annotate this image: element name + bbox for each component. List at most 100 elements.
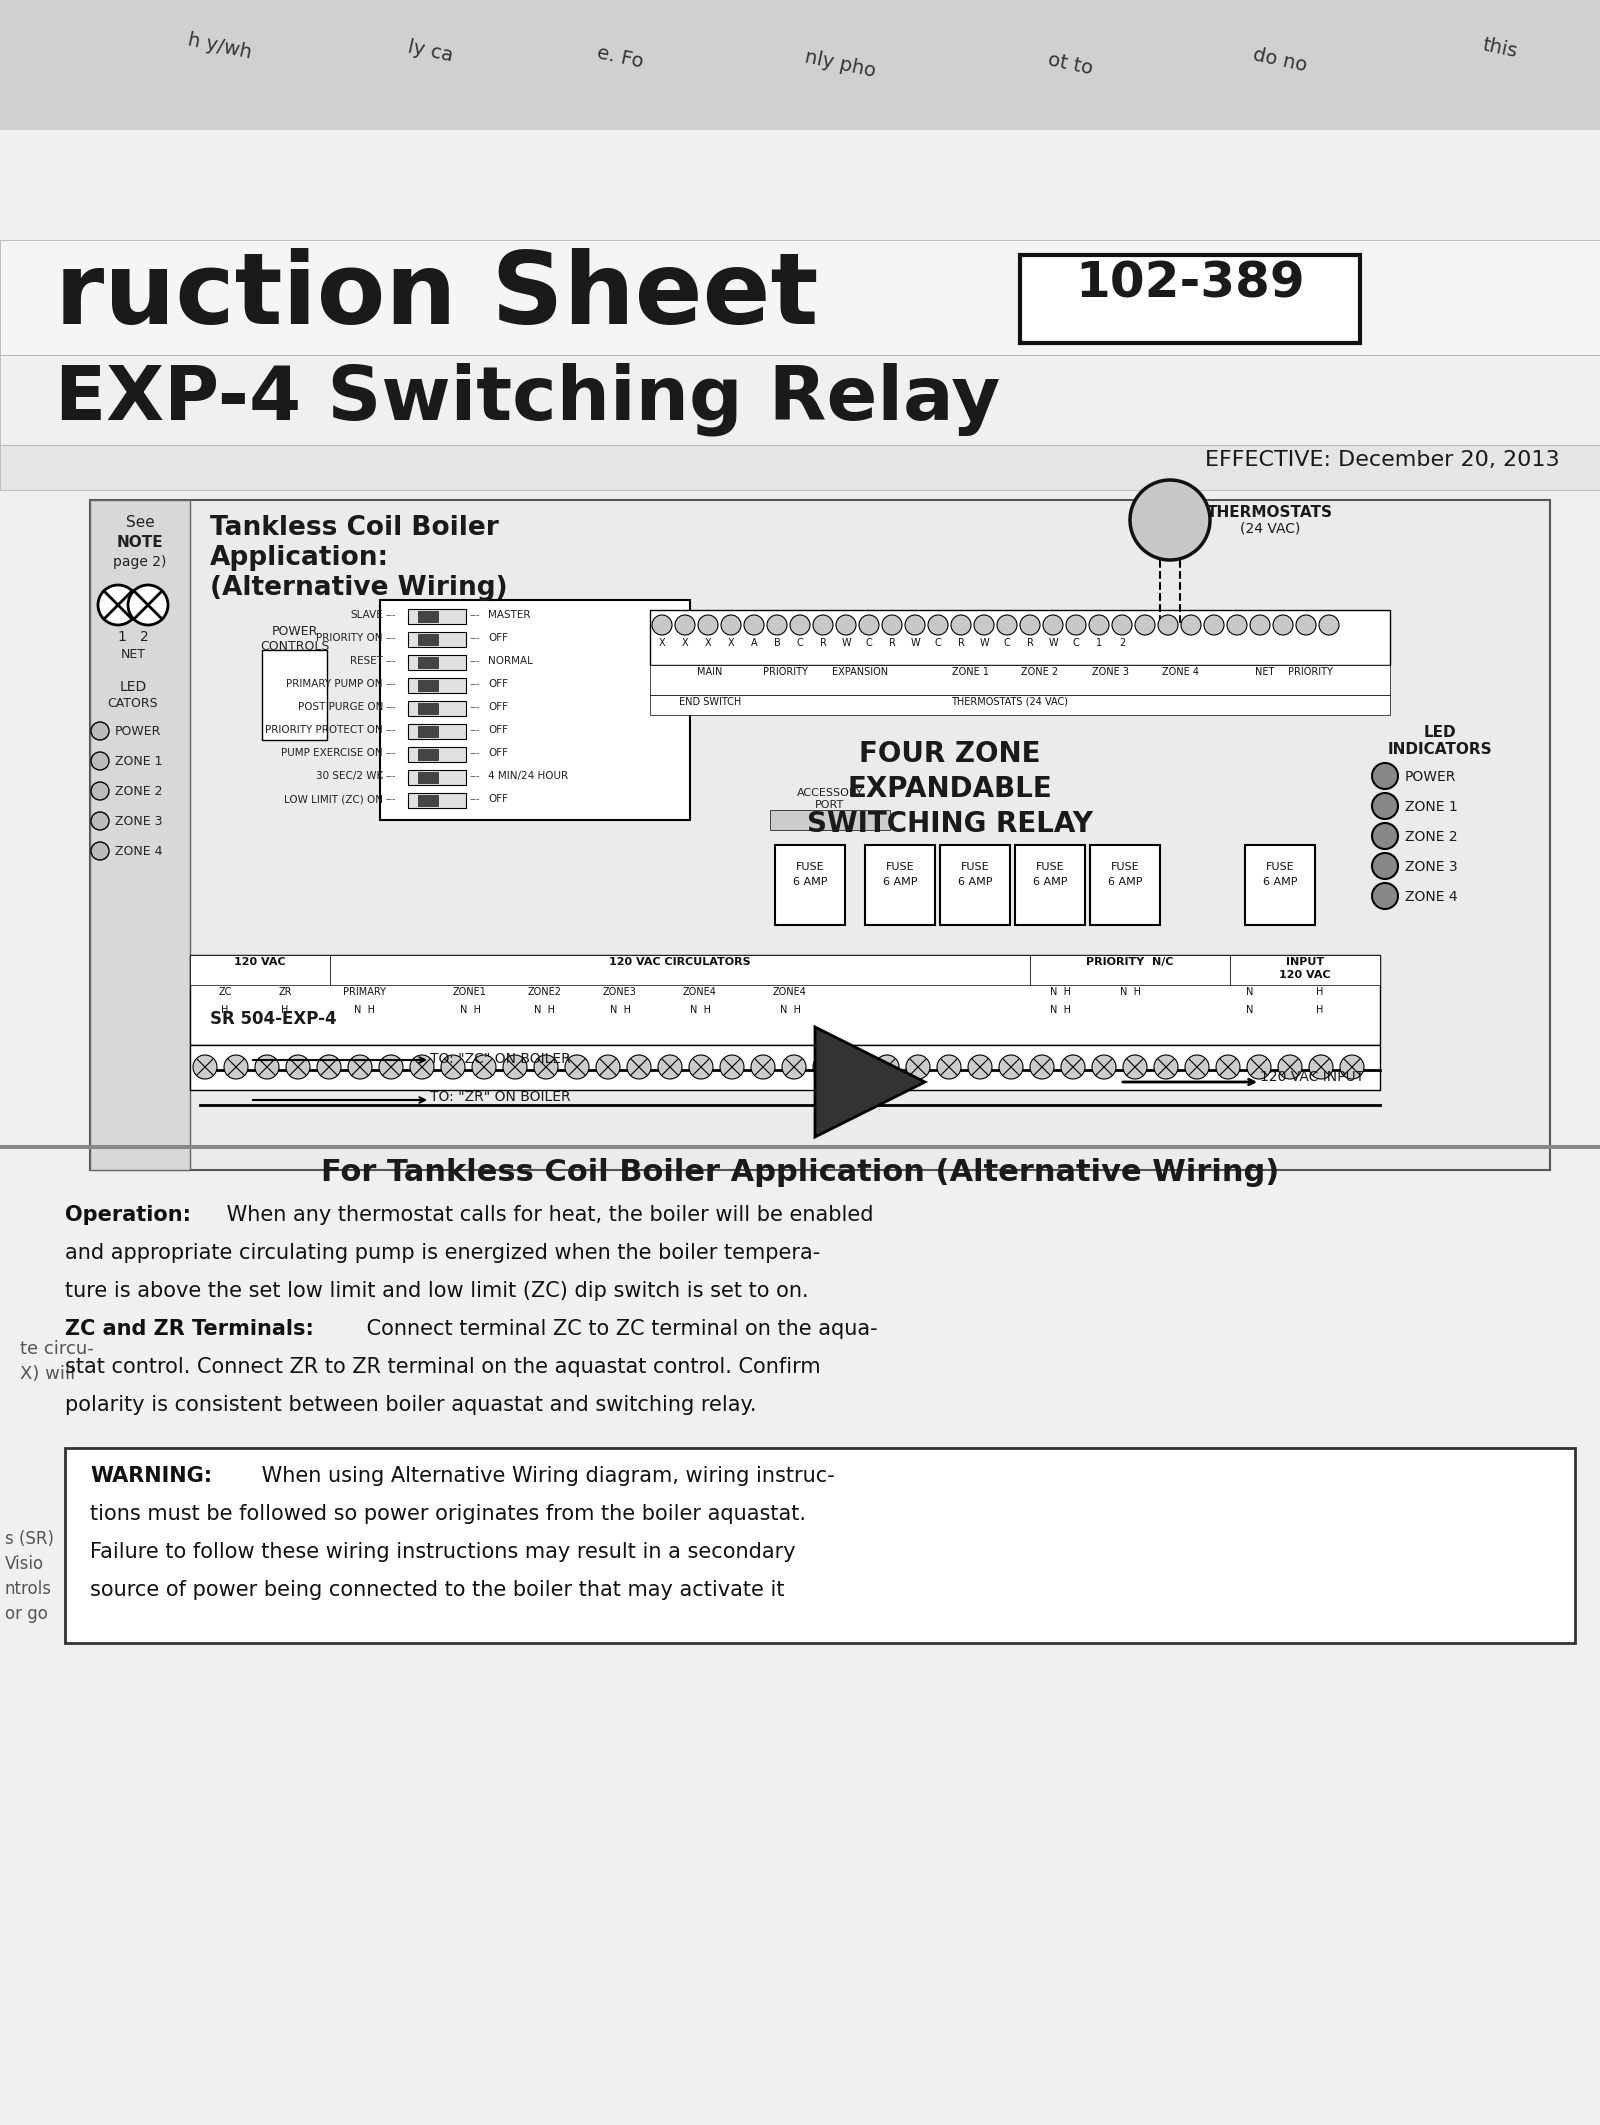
Circle shape bbox=[997, 614, 1018, 635]
Text: ntrols: ntrols bbox=[5, 1581, 51, 1598]
Text: N  H: N H bbox=[1050, 1005, 1070, 1016]
Circle shape bbox=[91, 812, 109, 831]
Text: N  H: N H bbox=[779, 1005, 800, 1016]
Circle shape bbox=[813, 614, 834, 635]
Bar bbox=[190, 954, 1379, 1046]
Text: H: H bbox=[1317, 986, 1323, 997]
Text: ZONE 3: ZONE 3 bbox=[115, 816, 163, 829]
Bar bbox=[1014, 846, 1085, 924]
Circle shape bbox=[744, 614, 765, 635]
Text: EXPANSION: EXPANSION bbox=[832, 667, 888, 678]
Text: MASTER: MASTER bbox=[488, 610, 531, 620]
Bar bbox=[1021, 255, 1360, 342]
Text: C: C bbox=[1072, 638, 1080, 648]
Text: PRIMARY: PRIMARY bbox=[344, 986, 387, 997]
Text: ture is above the set low limit and low limit (ZC) dip switch is set to on.: ture is above the set low limit and low … bbox=[66, 1281, 808, 1300]
Circle shape bbox=[1373, 884, 1398, 910]
Text: ZONE 1: ZONE 1 bbox=[115, 754, 163, 767]
Text: 120 VAC: 120 VAC bbox=[234, 956, 286, 967]
Bar bbox=[408, 654, 466, 669]
Text: page 2): page 2) bbox=[114, 555, 166, 570]
Text: TO: "ZR" ON BOILER: TO: "ZR" ON BOILER bbox=[430, 1090, 571, 1105]
Text: R: R bbox=[957, 638, 965, 648]
Circle shape bbox=[1373, 852, 1398, 880]
Circle shape bbox=[813, 1054, 837, 1080]
Text: source of power being connected to the boiler that may activate it: source of power being connected to the b… bbox=[90, 1581, 784, 1600]
Text: nly pho: nly pho bbox=[803, 47, 877, 81]
Circle shape bbox=[1318, 614, 1339, 635]
Circle shape bbox=[750, 1054, 774, 1080]
Circle shape bbox=[1112, 614, 1133, 635]
Circle shape bbox=[1309, 1054, 1333, 1080]
Text: FUSE: FUSE bbox=[1110, 863, 1139, 871]
Text: FUSE: FUSE bbox=[960, 863, 989, 871]
Text: (24 VAC): (24 VAC) bbox=[1240, 523, 1301, 536]
Circle shape bbox=[472, 1054, 496, 1080]
Text: END SWITCH: END SWITCH bbox=[678, 697, 741, 708]
Text: R: R bbox=[888, 638, 896, 648]
Text: 4 MIN/24 HOUR: 4 MIN/24 HOUR bbox=[488, 771, 568, 782]
Circle shape bbox=[534, 1054, 558, 1080]
Circle shape bbox=[1158, 614, 1178, 635]
Circle shape bbox=[91, 782, 109, 799]
Circle shape bbox=[1043, 614, 1062, 635]
Circle shape bbox=[835, 614, 856, 635]
Text: ZC and ZR Terminals:: ZC and ZR Terminals: bbox=[66, 1320, 314, 1339]
Circle shape bbox=[627, 1054, 651, 1080]
Circle shape bbox=[1205, 614, 1224, 635]
Text: 6 AMP: 6 AMP bbox=[1032, 878, 1067, 886]
Text: e. Fo: e. Fo bbox=[595, 42, 645, 72]
Text: CATORS: CATORS bbox=[107, 697, 158, 710]
Text: 1: 1 bbox=[1096, 638, 1102, 648]
Circle shape bbox=[224, 1054, 248, 1080]
Bar bbox=[408, 678, 466, 693]
Text: OFF: OFF bbox=[488, 701, 509, 712]
Text: WARNING:: WARNING: bbox=[90, 1466, 213, 1485]
Circle shape bbox=[1134, 614, 1155, 635]
Text: ---: --- bbox=[386, 657, 397, 665]
Text: B: B bbox=[774, 638, 781, 648]
Text: s (SR): s (SR) bbox=[5, 1530, 54, 1547]
Circle shape bbox=[1373, 763, 1398, 788]
Circle shape bbox=[98, 584, 138, 625]
Circle shape bbox=[698, 614, 718, 635]
Text: OFF: OFF bbox=[488, 795, 509, 803]
Text: SR 504-EXP-4: SR 504-EXP-4 bbox=[210, 1009, 336, 1028]
Text: 6 AMP: 6 AMP bbox=[1107, 878, 1142, 886]
Bar bbox=[408, 701, 466, 716]
Bar bbox=[418, 771, 438, 782]
Circle shape bbox=[658, 1054, 682, 1080]
Text: OFF: OFF bbox=[488, 748, 509, 759]
Bar bbox=[330, 954, 1030, 986]
Bar bbox=[0, 0, 1600, 240]
Text: N  H: N H bbox=[459, 1005, 480, 1016]
Text: ZONE2: ZONE2 bbox=[528, 986, 562, 997]
Bar bbox=[0, 444, 1600, 491]
Text: tions must be followed so power originates from the boiler aquastat.: tions must be followed so power originat… bbox=[90, 1504, 806, 1524]
Circle shape bbox=[1216, 1054, 1240, 1080]
Text: ---: --- bbox=[470, 633, 480, 644]
Circle shape bbox=[1186, 1054, 1210, 1080]
Bar bbox=[650, 665, 1390, 695]
Text: ZONE 4: ZONE 4 bbox=[115, 846, 163, 858]
Text: EXPANDABLE: EXPANDABLE bbox=[848, 776, 1053, 803]
Text: polarity is consistent between boiler aquastat and switching relay.: polarity is consistent between boiler aq… bbox=[66, 1394, 757, 1415]
Text: ZONE 1: ZONE 1 bbox=[1405, 799, 1458, 814]
Circle shape bbox=[845, 1054, 867, 1080]
Bar bbox=[650, 610, 1390, 665]
Text: INPUT: INPUT bbox=[1286, 956, 1325, 967]
Text: te circu-: te circu- bbox=[19, 1341, 94, 1358]
Text: N: N bbox=[1246, 986, 1254, 997]
Text: ---: --- bbox=[470, 795, 480, 803]
Bar bbox=[650, 695, 1390, 714]
Text: Tankless Coil Boiler: Tankless Coil Boiler bbox=[210, 514, 499, 542]
Text: TO: "ZC" ON BOILER: TO: "ZC" ON BOILER bbox=[430, 1052, 571, 1067]
Text: MAIN: MAIN bbox=[698, 667, 723, 678]
Circle shape bbox=[998, 1054, 1022, 1080]
Text: RESET: RESET bbox=[350, 657, 382, 665]
Text: FUSE: FUSE bbox=[795, 863, 824, 871]
Bar bbox=[1230, 954, 1379, 986]
Text: ZONE 4: ZONE 4 bbox=[1405, 890, 1458, 903]
Text: ot to: ot to bbox=[1046, 51, 1094, 79]
Text: 30 SEC/2 WK: 30 SEC/2 WK bbox=[315, 771, 382, 782]
